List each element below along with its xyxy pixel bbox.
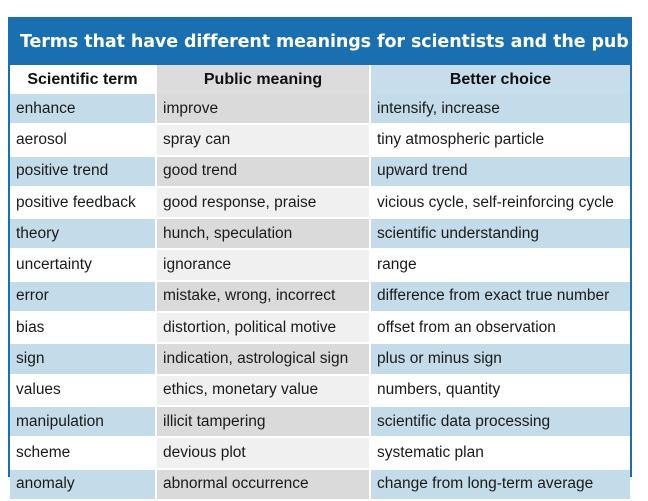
better-choice-cell: difference from exact true number: [370, 280, 630, 314]
scientific-term-cell: positive feedback: [10, 186, 157, 220]
public-meaning-cell: distortion, political motive: [156, 312, 371, 345]
table-body: enhance improve intensify, increase aerosol…: [10, 94, 630, 501]
public-meaning-cell: mistake, wrong, incorrect: [156, 280, 371, 314]
table-row: values ethics, monetary value numbers, qua…: [10, 374, 630, 407]
public-meaning-cell: good trend: [156, 155, 371, 188]
scientific-term-cell: uncertainty: [10, 249, 157, 282]
scientific-term-cell: error: [10, 280, 157, 314]
scientific-term-cell: anomaly: [10, 468, 157, 501]
header-scientific-term: Scientific term: [10, 65, 157, 94]
better-choice-cell: change from long-term average: [370, 468, 630, 501]
header-better-choice: Better choice: [370, 65, 630, 94]
table-row: positive trend good trend upward trend: [10, 155, 630, 188]
terms-table-panel: Terms that have different meanings for s…: [8, 17, 632, 501]
scientific-term-cell: sign: [10, 343, 157, 376]
public-meaning-cell: illicit tampering: [156, 405, 371, 439]
scientific-term-cell: manipulation: [10, 405, 157, 439]
scientific-term-cell: enhance: [10, 94, 157, 126]
better-choice-cell: tiny atmospheric particle: [370, 124, 630, 157]
better-choice-cell: scientific understanding: [370, 218, 630, 251]
table-row: manipulation illicit tampering scientific …: [10, 405, 630, 439]
scientific-term-cell: aerosol: [10, 124, 157, 157]
table-row: sign indication, astrological sign plus or…: [10, 343, 630, 376]
public-meaning-cell: ignorance: [156, 249, 371, 282]
table-row: positive feedback good response, praise vi…: [10, 186, 630, 220]
scientific-term-cell: positive trend: [10, 155, 157, 188]
public-meaning-cell: improve: [156, 94, 371, 126]
better-choice-cell: numbers, quantity: [370, 374, 630, 407]
public-meaning-cell: ethics, monetary value: [156, 374, 371, 407]
better-choice-cell: offset from an observation: [370, 312, 630, 345]
table-row: bias distortion, political motive offset f…: [10, 312, 630, 345]
public-meaning-cell: good response, praise: [156, 186, 371, 220]
table-row: uncertainty ignorance range: [10, 249, 630, 282]
better-choice-cell: vicious cycle, self-reinforcing cycle: [370, 186, 630, 220]
header-public-meaning: Public meaning: [156, 65, 371, 94]
public-meaning-cell: hunch, speculation: [156, 218, 371, 251]
table-row: anomaly abnormal occurrence change from lo…: [10, 468, 630, 501]
better-choice-cell: intensify, increase: [370, 94, 630, 126]
terms-table: Scientific term Public meaning Better ch…: [10, 65, 630, 501]
better-choice-cell: systematic plan: [370, 437, 630, 470]
scientific-term-cell: scheme: [10, 437, 157, 470]
table-row: aerosol spray can tiny atmospheric particl…: [10, 124, 630, 157]
better-choice-cell: upward trend: [370, 155, 630, 188]
scientific-term-cell: bias: [10, 312, 157, 345]
public-meaning-cell: spray can: [156, 124, 371, 157]
scientific-term-cell: values: [10, 374, 157, 407]
better-choice-cell: range: [370, 249, 630, 282]
table-row: error mistake, wrong, incorrect difference…: [10, 280, 630, 314]
public-meaning-cell: indication, astrological sign: [156, 343, 371, 376]
public-meaning-cell: abnormal occurrence: [156, 468, 371, 501]
scientific-term-cell: theory: [10, 218, 157, 251]
better-choice-cell: plus or minus sign: [370, 343, 630, 376]
table-row: scheme devious plot systematic plan: [10, 437, 630, 470]
table-row: enhance improve intensify, increase: [10, 94, 630, 126]
table-title: Terms that have different meanings for s…: [10, 19, 630, 65]
public-meaning-cell: devious plot: [156, 437, 371, 470]
better-choice-cell: scientific data processing: [370, 405, 630, 439]
table-row: theory hunch, speculation scientific under…: [10, 218, 630, 251]
header-row: Scientific term Public meaning Better ch…: [10, 65, 630, 94]
